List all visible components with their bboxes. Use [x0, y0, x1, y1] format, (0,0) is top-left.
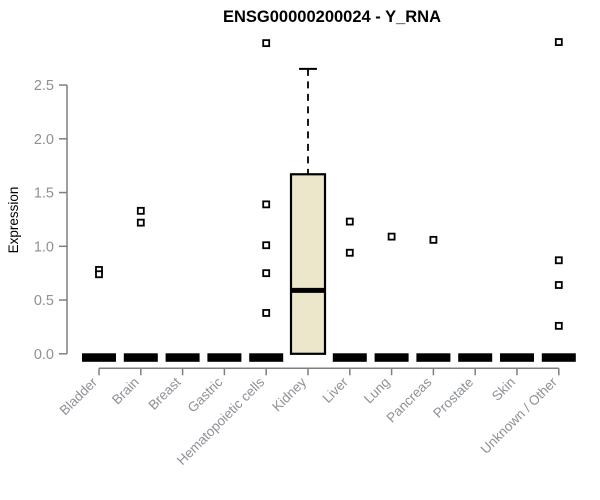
- flat-box-breast: [165, 353, 200, 362]
- y-tick-label: 0.5: [34, 293, 54, 309]
- outlier-point-brain: [136, 206, 145, 215]
- outlier-point-unknown-other: [554, 321, 563, 330]
- flat-box-lung: [374, 353, 409, 362]
- y-tick-label: 2.0: [34, 132, 54, 148]
- outlier-point-pancreas: [429, 235, 438, 244]
- outlier-point-hematopoietic-cells: [262, 200, 271, 209]
- chart-title: ENSG00000200024 - Y_RNA: [223, 8, 441, 26]
- x-category-label: Unknown / Other: [478, 374, 561, 457]
- x-category-label: Skin: [489, 375, 518, 404]
- outlier-point-brain: [136, 218, 145, 227]
- outlier-point-bladder: [95, 270, 103, 279]
- flat-box-prostate: [458, 353, 493, 362]
- x-category-label: Kidney: [269, 374, 309, 414]
- outlier-point-liver: [345, 248, 354, 257]
- x-category-label: Pancreas: [384, 374, 435, 425]
- outlier-point-lung: [387, 232, 396, 241]
- boxplot-marks: [82, 38, 576, 362]
- y-tick-label: 2.5: [34, 78, 54, 94]
- y-tick-label: 1.5: [34, 186, 54, 202]
- y-tick-label: 1.0: [34, 239, 54, 255]
- y-tick-label: 0.0: [34, 347, 54, 363]
- y-axis-title: Expression: [6, 187, 21, 254]
- flat-box-brain: [123, 353, 158, 362]
- outlier-point-liver: [345, 217, 354, 226]
- x-category-label: Brain: [109, 375, 142, 408]
- x-category-label: Breast: [146, 374, 184, 412]
- outlier-point-hematopoietic-cells: [262, 269, 271, 278]
- outlier-point-unknown-other: [554, 256, 563, 265]
- flat-box-bladder: [82, 353, 116, 362]
- x-category-label: Prostate: [430, 375, 476, 421]
- outlier-point-hematopoietic-cells: [262, 241, 271, 250]
- flat-box-skin: [500, 353, 534, 362]
- box-kidney: [289, 173, 327, 355]
- flat-box-gastric: [207, 353, 242, 362]
- x-category-label: Gastric: [185, 374, 226, 415]
- outlier-point-unknown-other: [554, 38, 563, 46]
- outlier-point-hematopoietic-cells: [262, 39, 271, 48]
- flat-box-liver: [332, 353, 367, 362]
- x-category-label: Lung: [361, 375, 393, 407]
- flat-box-pancreas: [416, 353, 451, 362]
- x-category-label: Liver: [320, 374, 352, 406]
- outlier-point-hematopoietic-cells: [262, 309, 271, 317]
- outlier-point-unknown-other: [554, 281, 563, 289]
- flat-box-unknown-other: [541, 353, 576, 362]
- flat-box-hematopoietic-cells: [249, 353, 284, 362]
- x-category-label: Bladder: [57, 374, 101, 418]
